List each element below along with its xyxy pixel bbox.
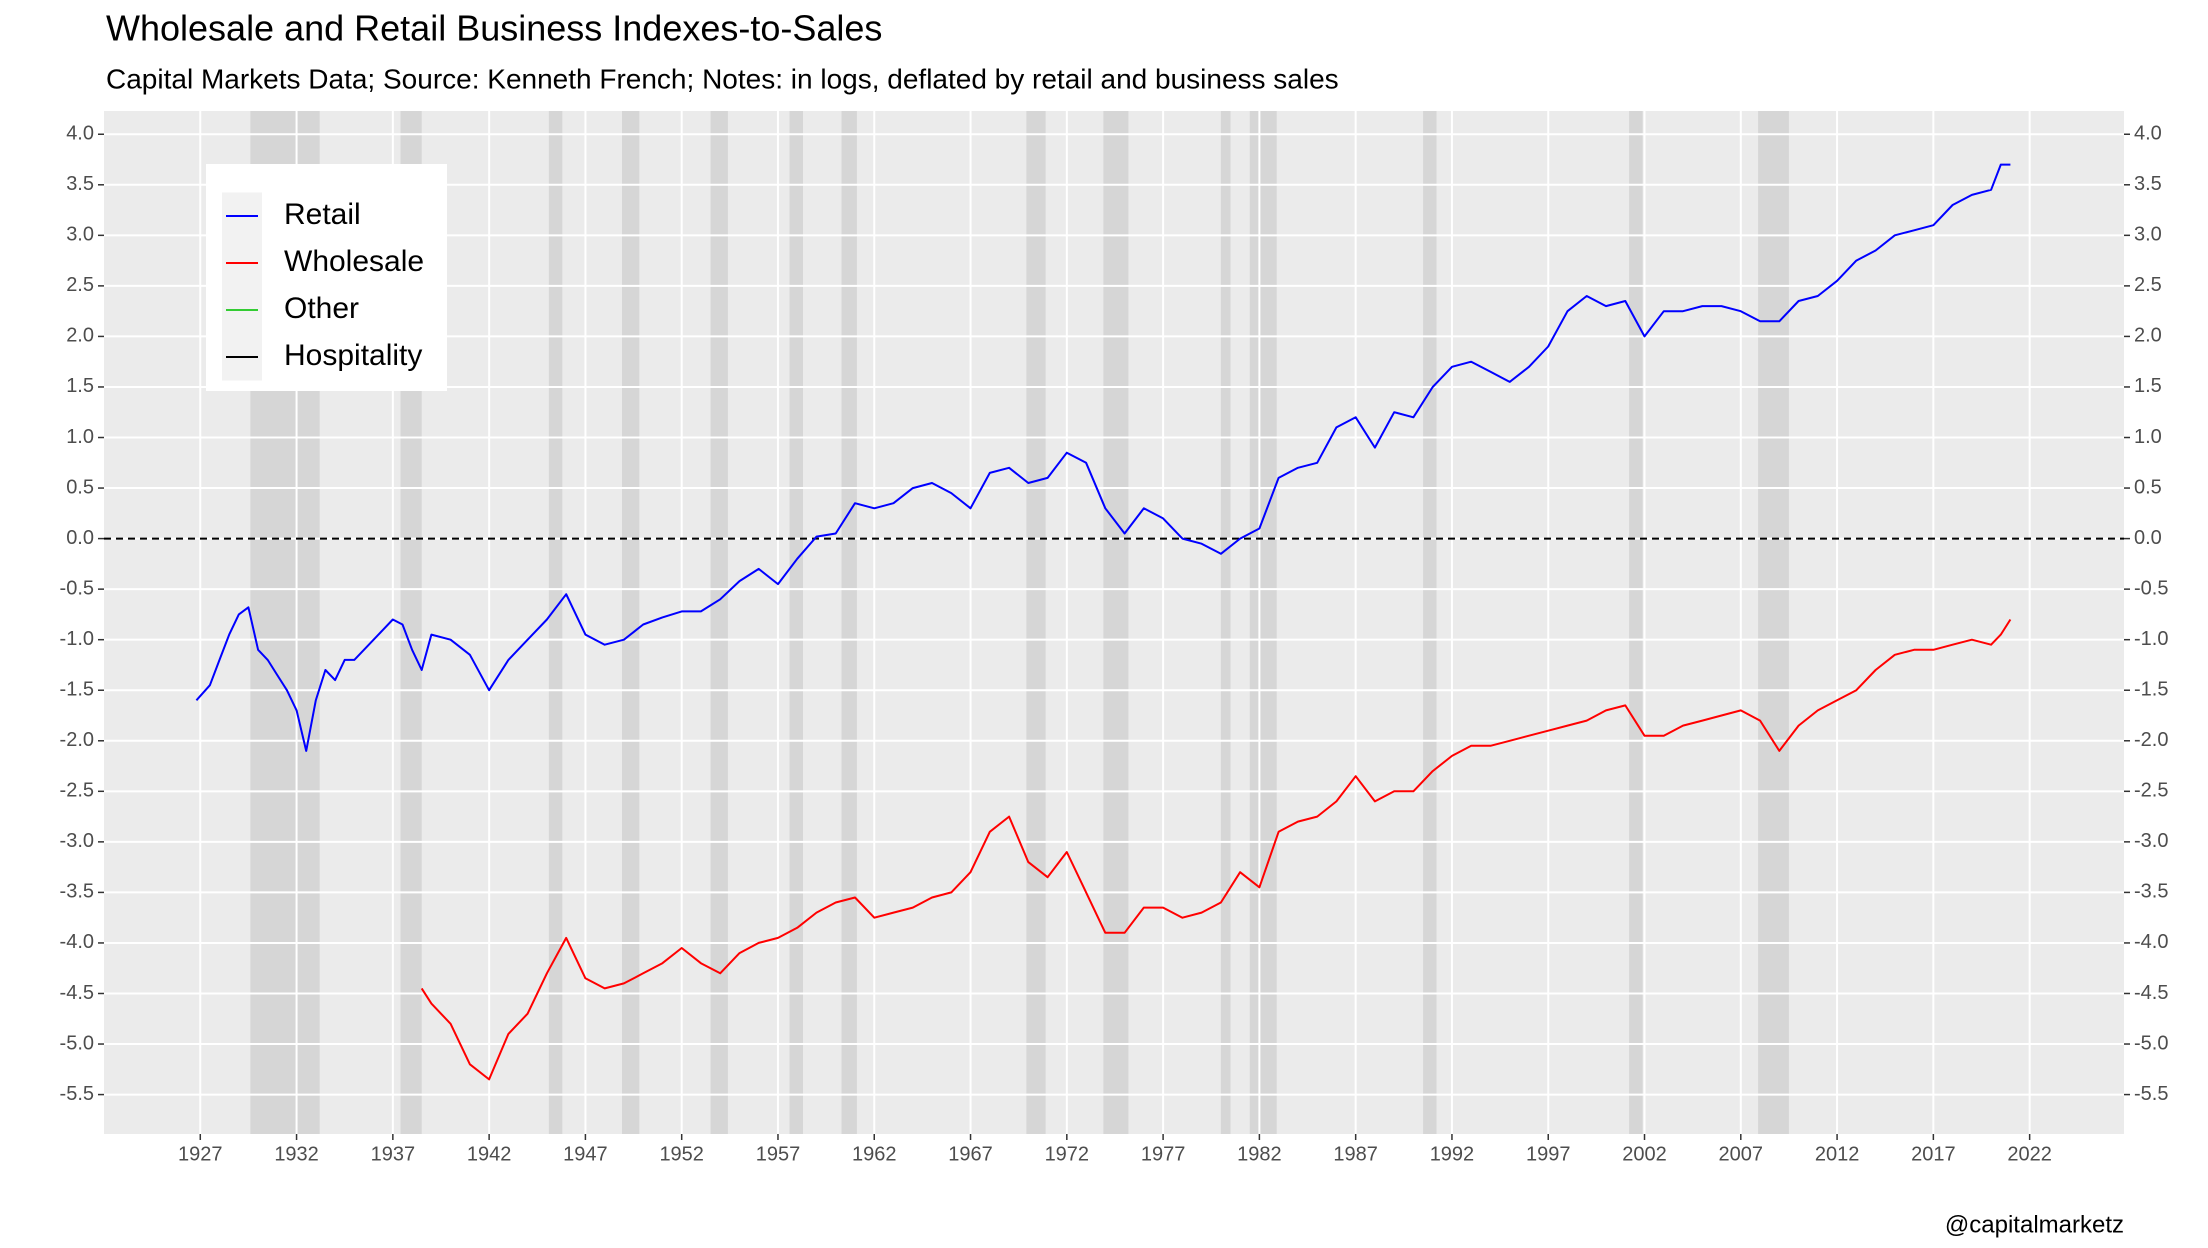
x-tick-label: 1947 (563, 1143, 608, 1165)
x-tick-label: 1927 (178, 1143, 223, 1165)
legend-label: Other (284, 292, 359, 325)
x-tick-label: 2002 (1622, 1143, 1667, 1165)
recession-band (1629, 111, 1643, 1134)
x-tick-label: 1987 (1333, 1143, 1378, 1165)
y-tick-label: 1.5 (66, 375, 94, 397)
x-tick-label: 2017 (1911, 1143, 1956, 1165)
line-layer (104, 163, 2124, 1081)
y-tick-label: -5.0 (60, 1032, 94, 1054)
legend: Retail Wholesale Other Hospitality (206, 164, 447, 391)
y-tick-label: -5.5 (60, 1083, 94, 1105)
y2-tick-label: -2.0 (2134, 729, 2168, 751)
y2-tick-label: -1.0 (2134, 628, 2168, 650)
x-tick-label: 1982 (1237, 1143, 1282, 1165)
grid-layer (104, 111, 2124, 1134)
y2-tick-label: 0.0 (2134, 527, 2162, 549)
chart-title: Wholesale and Retail Business Indexes-to… (106, 8, 882, 49)
x-tick-label: 1997 (1526, 1143, 1571, 1165)
y2-tick-label: 0.5 (2134, 476, 2162, 498)
x-tick-label: 1932 (274, 1143, 319, 1165)
recession-band (1249, 111, 1277, 1134)
y2-tick-label: -0.5 (2134, 577, 2168, 599)
recession-band (1026, 111, 1046, 1134)
recession-band (841, 111, 857, 1134)
y2-tick-label: 3.0 (2134, 224, 2162, 246)
y2-tick-label: 2.5 (2134, 274, 2162, 296)
recession-band (1423, 111, 1437, 1134)
y-tick-label: 3.5 (66, 173, 94, 195)
y-tick-label: 2.0 (66, 325, 94, 347)
recession-band (1220, 111, 1231, 1134)
recession-band (621, 111, 640, 1134)
y-tick-label: -3.0 (60, 830, 94, 852)
recession-band (789, 111, 804, 1134)
x-tick-label: 1992 (1430, 1143, 1475, 1165)
y-tick-label: 1.0 (66, 426, 94, 448)
y-tick-label: 0.5 (66, 476, 94, 498)
legend-label: Wholesale (284, 245, 424, 278)
x-tick-label: 1962 (852, 1143, 897, 1165)
x-tick-label: 1942 (467, 1143, 512, 1165)
y2-tick-label: -4.0 (2134, 931, 2168, 953)
x-tick-label: 1967 (948, 1143, 993, 1165)
shading-layer (250, 111, 1789, 1134)
y-tick-label: -1.5 (60, 679, 94, 701)
y-tick-label: 4.0 (66, 123, 94, 145)
x-tick-label: 1937 (371, 1143, 416, 1165)
y-tick-label: -2.0 (60, 729, 94, 751)
x-tick-label: 2022 (2007, 1143, 2052, 1165)
caption: @capitalmarketz (1945, 1211, 2124, 1238)
x-tick-label: 1977 (1141, 1143, 1186, 1165)
y-tick-label: -2.5 (60, 780, 94, 802)
y-tick-label: 3.0 (66, 224, 94, 246)
x-tick-label: 1972 (1045, 1143, 1090, 1165)
y2-tick-label: 1.5 (2134, 375, 2162, 397)
y2-tick-label: -5.0 (2134, 1032, 2168, 1054)
y-tick-label: 0.0 (66, 527, 94, 549)
x-tick-label: 1952 (659, 1143, 704, 1165)
recession-band (1103, 111, 1129, 1134)
recession-band (548, 111, 563, 1134)
x-tick-label: 2007 (1719, 1143, 1764, 1165)
chart-subtitle: Capital Markets Data; Source: Kenneth Fr… (106, 63, 1339, 94)
y-tick-label: 2.5 (66, 274, 94, 296)
x-tick-label: 1957 (756, 1143, 801, 1165)
y-tick-label: -4.5 (60, 982, 94, 1004)
legend-label: Hospitality (284, 339, 422, 372)
y2-tick-label: -1.5 (2134, 679, 2168, 701)
legend-label: Retail (284, 198, 361, 231)
x-tick-label: 2012 (1815, 1143, 1860, 1165)
recession-band (710, 111, 728, 1134)
y-tick-label: -1.0 (60, 628, 94, 650)
y2-tick-label: 2.0 (2134, 325, 2162, 347)
y-tick-label: -4.0 (60, 931, 94, 953)
y2-tick-label: -2.5 (2134, 780, 2168, 802)
y2-tick-label: 3.5 (2134, 173, 2162, 195)
y2-tick-label: -3.5 (2134, 881, 2168, 903)
series-line (420, 618, 2012, 1081)
y2-tick-label: -5.5 (2134, 1083, 2168, 1105)
y2-tick-label: -4.5 (2134, 982, 2168, 1004)
recession-band (1758, 111, 1789, 1134)
y2-tick-label: 1.0 (2134, 426, 2162, 448)
y-tick-label: -0.5 (60, 577, 94, 599)
y2-tick-label: -3.0 (2134, 830, 2168, 852)
series-line (195, 163, 2011, 752)
y-tick-label: -3.5 (60, 881, 94, 903)
y2-tick-label: 4.0 (2134, 123, 2162, 145)
axis-layer: 4.0 4.0 3.5 3.5 3.0 3.0 2.5 2.5 2.0 2.0 1.5 1.5 1.0 1… (60, 123, 2169, 1166)
